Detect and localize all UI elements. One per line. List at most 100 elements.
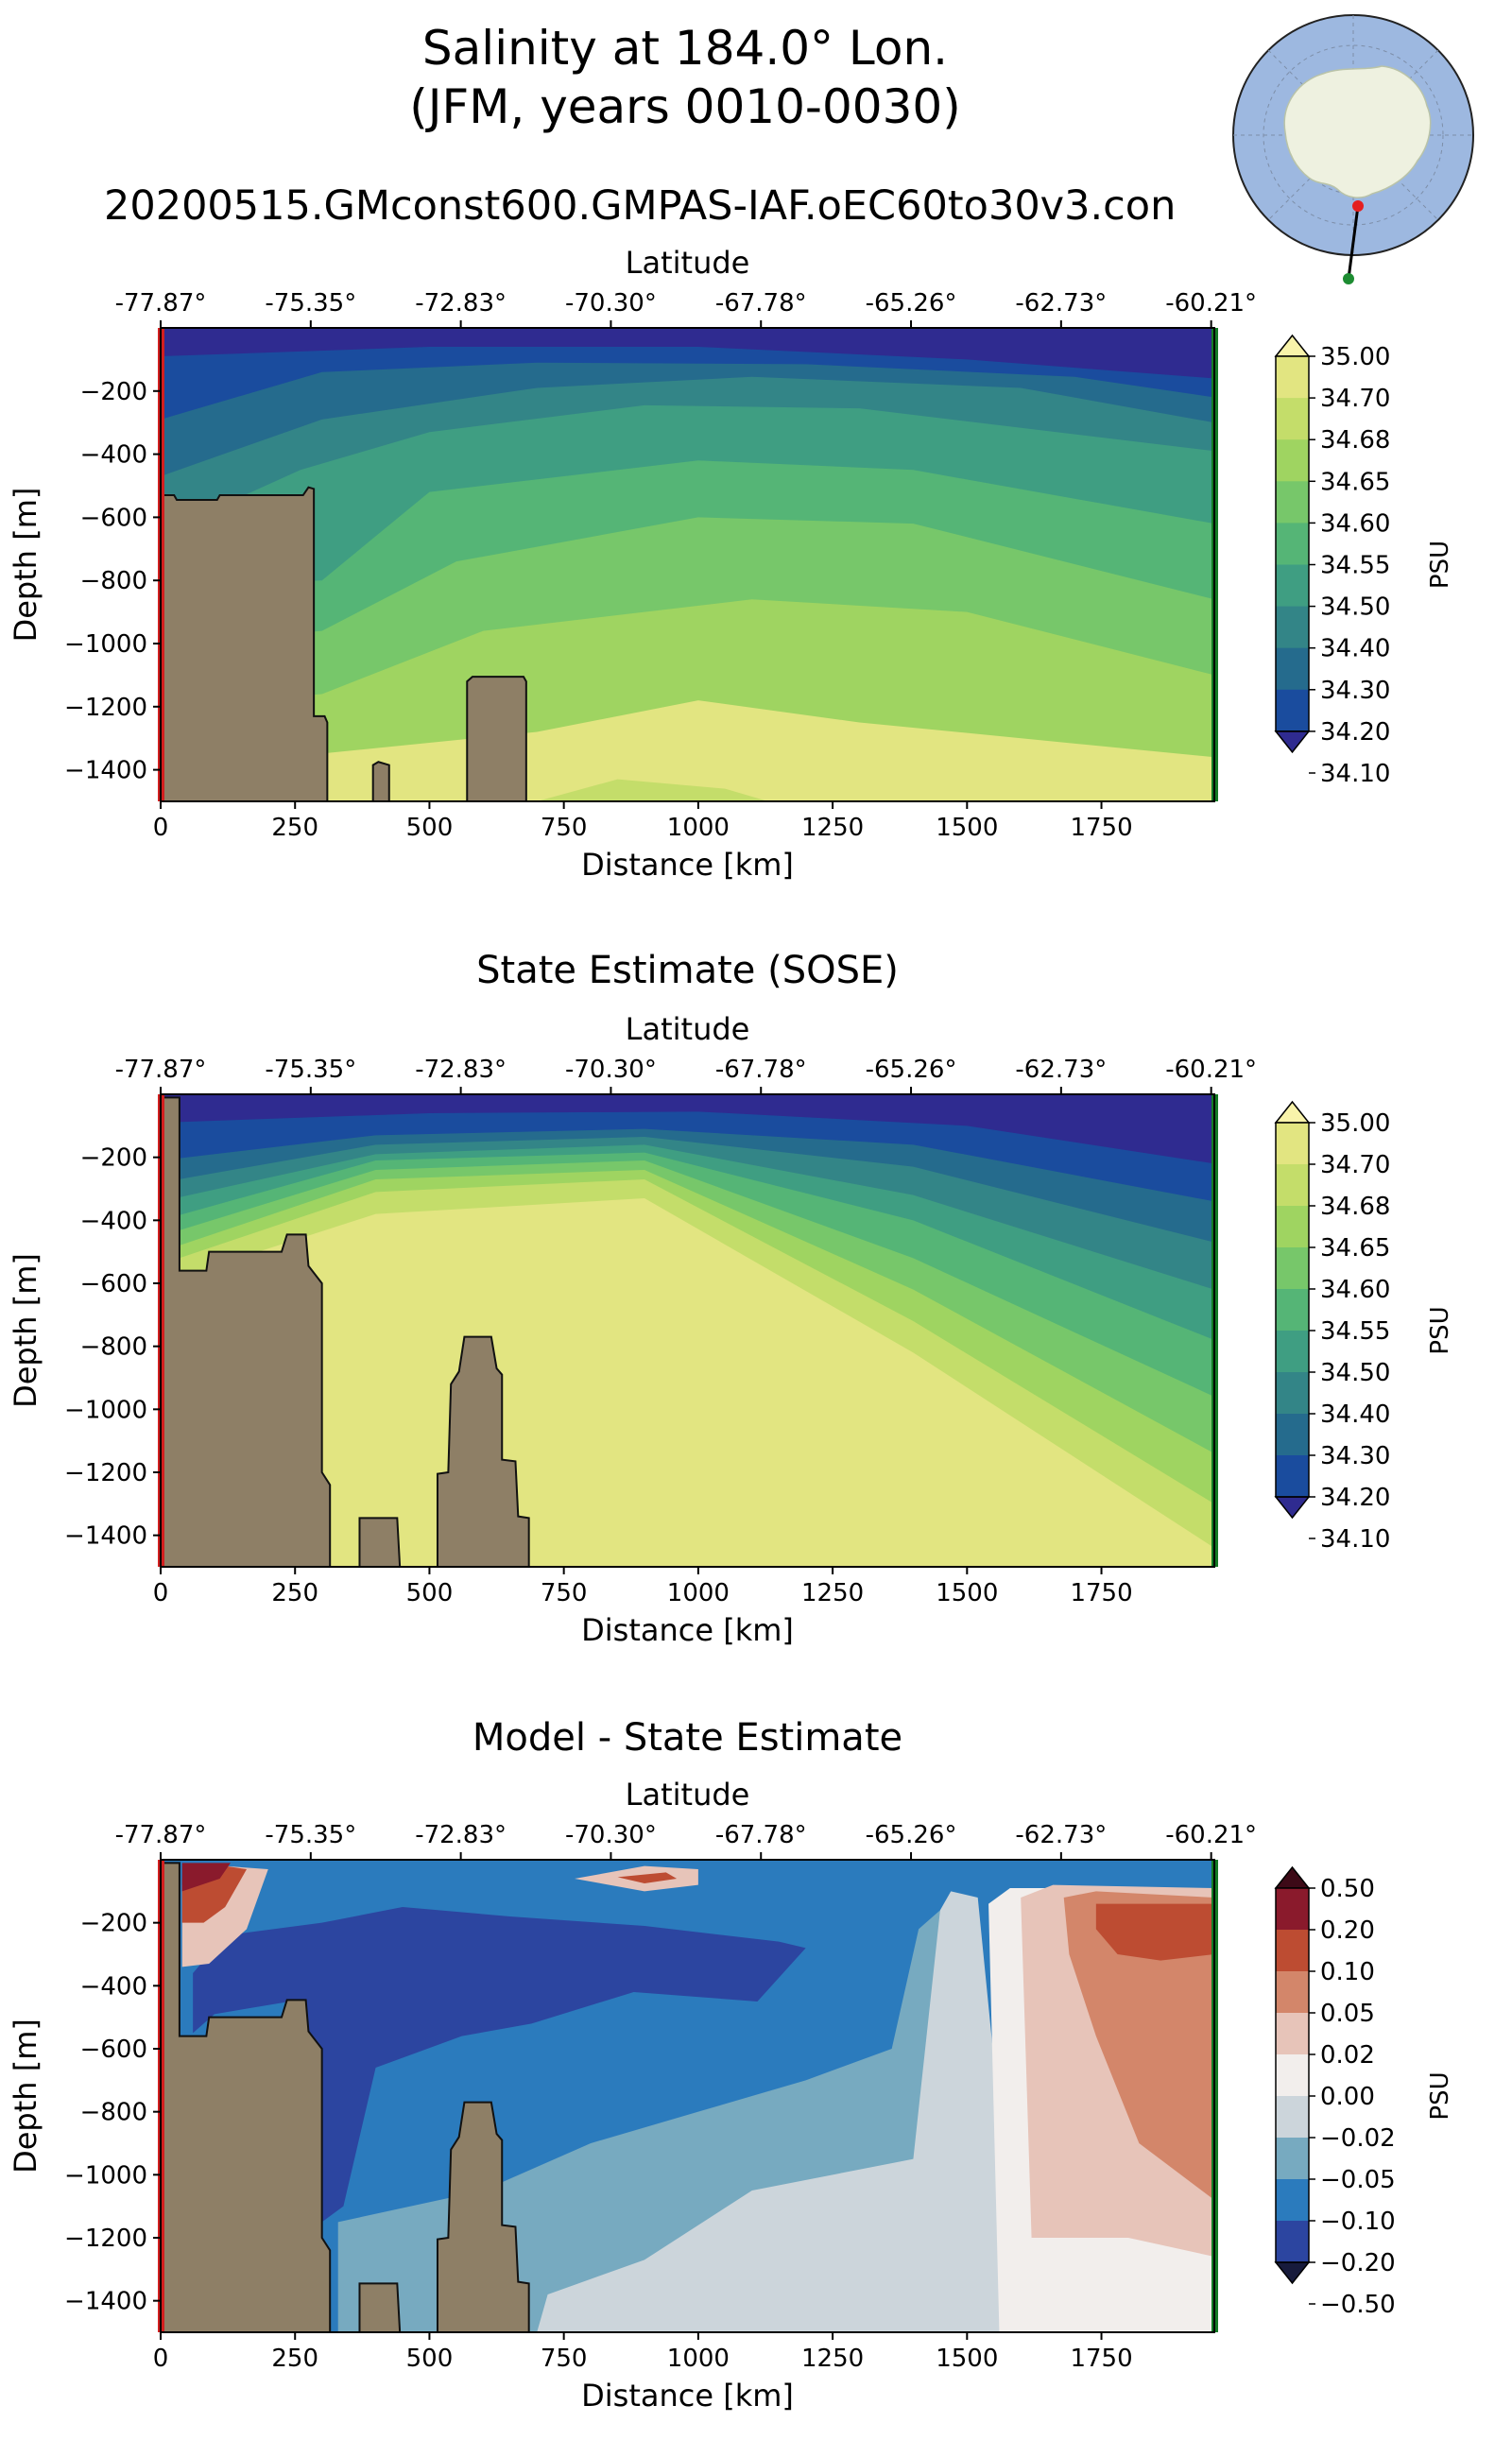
colorbar-segment — [1276, 1164, 1309, 1207]
colorbar-tick-label: −0.50 — [1320, 2291, 1396, 2319]
lat-tick-label: -65.26° — [866, 1056, 957, 1084]
colorbar-segment — [1276, 1971, 1309, 2014]
y-tick-label: −800 — [80, 1333, 147, 1362]
lat-tick-label: -60.21° — [1165, 1056, 1257, 1084]
figure-title-line2: (JFM, years 0010-0030) — [409, 79, 960, 134]
colorbar-tick-label: 34.65 — [1320, 1234, 1390, 1263]
colorbar-frame — [1275, 1887, 1310, 2263]
anomaly-region-0.05 — [1063, 1891, 1214, 2200]
colorbar-segment — [1276, 2179, 1309, 2222]
x-tick-label: 750 — [541, 2345, 588, 2373]
colorbar-segment — [1276, 1123, 1309, 1165]
colorbar-tick-label: 34.40 — [1320, 1400, 1390, 1429]
colorbar-tick-label: 35.00 — [1320, 343, 1390, 371]
colorbar-segment — [1276, 564, 1309, 608]
transect-start-marker — [1352, 200, 1364, 212]
y-tick-label: −400 — [80, 1972, 147, 2001]
y-tick-label: −1000 — [64, 1396, 147, 1424]
y-tick-label: −1200 — [64, 2225, 147, 2253]
x-tick-label: 750 — [541, 814, 588, 842]
axes-frame — [160, 327, 1215, 802]
colorbar-segment — [1276, 1247, 1309, 1290]
panel-2: State Estimate (SOSE) 0 250 500 750 1000 1250 1… — [8, 949, 1454, 1648]
x-tick-label: 1750 — [1070, 814, 1132, 842]
colorbar-tick-label: 34.30 — [1320, 677, 1390, 705]
x-tick-label: 750 — [541, 1579, 588, 1607]
panel-1: 0 250 500 750 1000 1250 1500 1750 Distance [km] −… — [8, 245, 1454, 883]
axes-frame — [160, 1859, 1215, 2333]
lat-tick-label: -62.73° — [1015, 289, 1107, 318]
colorbar-tick-label: 34.20 — [1320, 718, 1390, 747]
colorbar-tick-label: 34.30 — [1320, 1442, 1390, 1470]
anomaly-region-0.10 — [1095, 1903, 1214, 1961]
lat-tick-label: -65.26° — [866, 1821, 957, 1849]
colorbar-segment — [1276, 1289, 1309, 1332]
colorbar-tick-label: 0.50 — [1320, 1875, 1375, 1903]
x-tick-label: 1750 — [1070, 2345, 1132, 2373]
antarctica-landmass — [1283, 65, 1432, 198]
lat-tick-label: -70.30° — [565, 1056, 657, 1084]
lat-tick-label: -72.83° — [415, 289, 507, 318]
colorbar-segment — [1276, 1372, 1309, 1415]
y-tick-label: −1400 — [64, 1522, 147, 1551]
y-tick-label: −1200 — [64, 1459, 147, 1487]
colorbar-tick-label: 0.05 — [1320, 2000, 1375, 2028]
anomaly-region-−0.20 — [193, 1907, 806, 2223]
colorbar-tick-label: −0.05 — [1320, 2166, 1396, 2194]
colorbar-segment — [1276, 1414, 1309, 1456]
contour-band-34.10 — [161, 328, 1214, 379]
colorbar-segment — [1276, 2138, 1309, 2180]
x-tick-label: 1250 — [801, 2345, 864, 2373]
y-axis-label: Depth [m] — [8, 2019, 43, 2174]
y-tick-label: −1400 — [64, 757, 147, 785]
field-contours — [161, 328, 1214, 801]
colorbar-tick-label: 34.50 — [1320, 1359, 1390, 1387]
x-tick-label: 1500 — [936, 1579, 998, 1607]
x-tick-label: 1250 — [801, 1579, 864, 1607]
colorbar-frame — [1275, 355, 1310, 732]
lat-tick-label: -72.83° — [415, 1821, 507, 1849]
colorbar-tick-label: 0.20 — [1320, 1916, 1375, 1945]
colorbar-segment — [1276, 356, 1309, 399]
colorbar-frame — [1275, 1122, 1310, 1498]
panel-title: State Estimate (SOSE) — [476, 949, 899, 992]
colorbar-label: PSU — [1426, 541, 1454, 589]
run-name: 20200515.GMconst600.GMPAS-IAF.oEC60to30v… — [104, 182, 1176, 230]
colorbar-segment — [1276, 2221, 1309, 2263]
colorbar-segment — [1276, 1930, 1309, 1972]
y-tick-label: −600 — [80, 2036, 147, 2064]
lat-tick-label: -75.35° — [265, 1821, 356, 1849]
colorbar-tick-label: 34.10 — [1320, 1525, 1390, 1554]
colorbar-label: PSU — [1426, 2071, 1454, 2120]
y-tick-label: −800 — [80, 567, 147, 595]
colorbar-tick-label: −0.02 — [1320, 2124, 1396, 2153]
colorbar-tick-label: 34.60 — [1320, 1276, 1390, 1304]
y-tick-label: −1000 — [64, 630, 147, 659]
colorbar-segment — [1276, 1206, 1309, 1248]
x-tick-label: 1750 — [1070, 1579, 1132, 1607]
top-axis-label: Latitude — [626, 245, 750, 281]
lat-tick-label: -77.87° — [115, 1056, 207, 1084]
colorbar-extend-max — [1274, 1100, 1311, 1124]
lat-tick-label: -65.26° — [866, 289, 957, 318]
x-tick-label: 1250 — [801, 814, 864, 842]
colorbar-tick-label: 35.00 — [1320, 1109, 1390, 1138]
colorbar-tick-label: 34.55 — [1320, 552, 1390, 580]
colorbar-tick-label: 0.10 — [1320, 1958, 1375, 1986]
x-axis-label: Distance [km] — [581, 847, 794, 883]
y-axis-label: Depth [m] — [8, 1253, 43, 1408]
lat-tick-label: -67.78° — [715, 1056, 807, 1084]
y-tick-label: −400 — [80, 1207, 147, 1235]
x-axis-label: Distance [km] — [581, 1612, 794, 1648]
lat-tick-label: -75.35° — [265, 289, 356, 318]
transect-line — [1347, 205, 1360, 280]
lat-tick-label: -67.78° — [715, 1821, 807, 1849]
colorbar-tick-label: 34.60 — [1320, 509, 1390, 538]
anomaly-region-0.10 — [617, 1872, 678, 1883]
anomaly-region-−0.02 — [537, 1891, 1022, 2332]
colorbar-segment — [1276, 606, 1309, 649]
colorbar-tick-label: 34.50 — [1320, 593, 1390, 622]
lat-tick-label: -70.30° — [565, 1821, 657, 1849]
colorbar-tick-label: 34.68 — [1320, 1193, 1390, 1221]
